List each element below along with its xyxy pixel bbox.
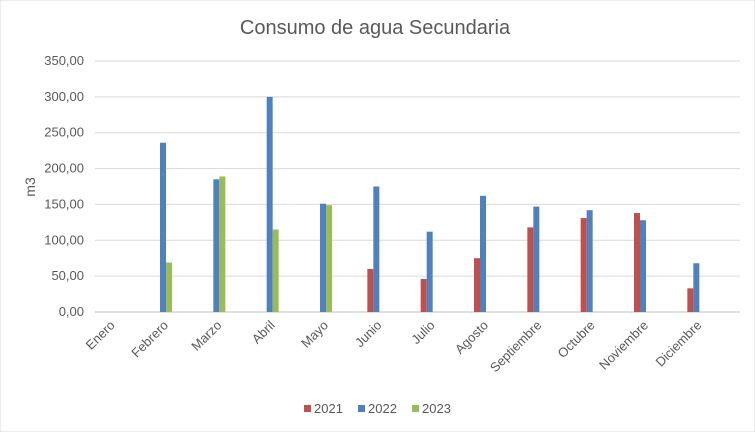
y-axis-label: m3 (22, 177, 38, 197)
bar-2022-diciembre (693, 263, 700, 312)
legend-swatch-2023 (412, 405, 419, 412)
y-tick-label: 50,00 (51, 268, 84, 283)
y-tick-label: 0,00 (59, 304, 84, 319)
y-tick-label: 150,00 (44, 196, 84, 211)
bar-2022-noviembre (640, 220, 646, 312)
bar-2022-febrero (160, 142, 166, 312)
bar-2022-abril (266, 96, 273, 312)
bar-2021-junio (367, 268, 374, 312)
bar-2023-marzo (219, 176, 226, 312)
bar-2021-agosto (474, 258, 480, 312)
y-tick-label: 100,00 (44, 232, 84, 247)
y-tick-label: 350,00 (44, 53, 84, 68)
bar-2022-septiembre (533, 206, 540, 312)
bar-2021-octubre (580, 218, 587, 312)
y-tick-label: 250,00 (44, 125, 84, 140)
legend-label: 2023 (422, 401, 451, 416)
y-tick-label: 300,00 (44, 89, 84, 104)
legend-swatch-2021 (304, 405, 311, 412)
bar-2021-septiembre (527, 227, 534, 312)
bar-2021-diciembre (687, 288, 694, 312)
bar-2023-febrero (166, 262, 172, 312)
chart-title: Consumo de agua Secundaria (240, 17, 511, 39)
bar-2022-agosto (480, 195, 486, 312)
bar-2022-julio (426, 231, 433, 312)
y-tick-label: 200,00 (44, 161, 84, 176)
bar-2023-mayo (326, 205, 332, 312)
legend-label: 2021 (314, 401, 343, 416)
bar-2021-julio (420, 279, 427, 312)
bar-2023-abril (272, 229, 279, 312)
bar-2022-octubre (586, 210, 593, 312)
bar-2021-noviembre (634, 213, 640, 312)
bar-2022-marzo (213, 179, 220, 312)
legend-swatch-2022 (358, 405, 365, 412)
legend-label: 2022 (368, 401, 397, 416)
bar-2022-junio (373, 186, 380, 312)
bar-2022-mayo (320, 203, 326, 312)
